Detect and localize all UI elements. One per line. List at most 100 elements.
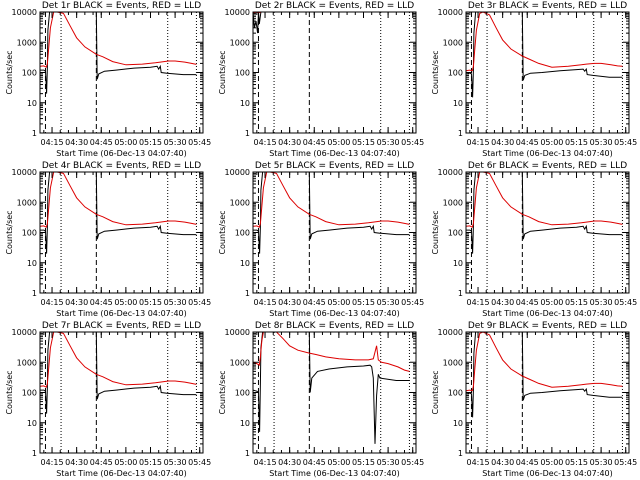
panel-det-2: Det 2r BLACK = Events, RED = LLD Counts/s… (218, 1, 424, 158)
plot-frame (252, 331, 417, 454)
x-tick-label: 04:45 (516, 138, 539, 147)
panel-det-7: Det 7r BLACK = Events, RED = LLD Counts/s… (5, 321, 211, 478)
series-lld (39, 11, 197, 68)
y-tick-label: 100 (448, 389, 463, 398)
x-tick-label: 04:15 (467, 138, 490, 147)
x-tick-label: 05:00 (327, 298, 350, 307)
x-tick-label: 05:15 (352, 298, 375, 307)
x-tick-label: 04:30 (65, 458, 88, 467)
y-tick-label: 1000 (17, 358, 37, 367)
x-axis-label: Start Time (06-Dec-13 04:07:40) (56, 469, 187, 478)
y-tick-label: 10000 (225, 168, 250, 177)
y-tick-label: 10000 (438, 8, 463, 17)
y-tick-label: 10 (453, 419, 463, 428)
x-tick-label: 05:30 (164, 458, 187, 467)
x-axis-label: Start Time (06-Dec-13 04:07:40) (56, 149, 187, 158)
x-tick-label: 04:45 (90, 458, 113, 467)
x-tick-label: 05:00 (327, 138, 350, 147)
x-tick-label: 04:15 (41, 298, 64, 307)
y-tick-label: 10000 (12, 8, 37, 17)
y-tick-label: 10 (453, 99, 463, 108)
x-tick-label: 04:15 (254, 298, 277, 307)
x-axis-label: Start Time (06-Dec-13 04:07:40) (482, 309, 613, 318)
x-tick-label: 05:00 (540, 138, 563, 147)
x-tick-label: 05:30 (164, 298, 187, 307)
y-tick-label: 1000 (443, 198, 463, 207)
y-tick-label: 1 (245, 449, 250, 458)
y-tick-label: 1000 (230, 198, 250, 207)
panel-title: Det 4r BLACK = Events, RED = LLD (42, 161, 201, 171)
x-tick-label: 05:15 (139, 458, 162, 467)
panel-title: Det 9r BLACK = Events, RED = LLD (468, 321, 627, 331)
x-tick-label: 04:45 (303, 298, 326, 307)
series-events (40, 331, 197, 414)
x-tick-label: 04:30 (491, 298, 514, 307)
series-lld (39, 171, 197, 228)
y-tick-label: 100 (235, 69, 250, 78)
x-tick-label: 05:00 (114, 298, 137, 307)
x-axis-label: Start Time (06-Dec-13 04:07:40) (482, 149, 613, 158)
x-tick-label: 05:45 (401, 138, 424, 147)
x-tick-label: 04:30 (278, 458, 301, 467)
panel-title: Det 8r BLACK = Events, RED = LLD (255, 321, 414, 331)
series-events (465, 331, 623, 418)
y-tick-label: 1 (32, 289, 37, 298)
series-lld (465, 171, 623, 228)
y-tick-label: 100 (448, 229, 463, 238)
y-axis-label: Counts/sec (5, 50, 14, 94)
y-tick-label: 100 (235, 389, 250, 398)
y-tick-label: 10 (27, 99, 37, 108)
x-tick-label: 04:15 (254, 458, 277, 467)
x-tick-label: 05:30 (377, 298, 400, 307)
x-tick-label: 05:45 (401, 298, 424, 307)
y-tick-label: 10000 (225, 8, 250, 17)
series-events (466, 171, 623, 254)
x-tick-label: 05:15 (565, 138, 588, 147)
x-tick-label: 05:30 (164, 138, 187, 147)
panel-title: Det 1r BLACK = Events, RED = LLD (42, 1, 201, 11)
x-tick-label: 04:30 (491, 458, 514, 467)
x-tick-label: 05:30 (377, 138, 400, 147)
series-events (252, 331, 410, 444)
plot-frame (465, 11, 630, 134)
series-lld (252, 331, 410, 372)
y-tick-label: 1000 (17, 198, 37, 207)
series-lld (465, 331, 623, 392)
y-tick-label: 1 (458, 289, 463, 298)
y-tick-label: 1 (32, 449, 37, 458)
y-tick-label: 10 (240, 419, 250, 428)
x-tick-label: 05:45 (188, 138, 211, 147)
series-lld (465, 11, 623, 72)
y-tick-label: 10000 (438, 328, 463, 337)
x-tick-label: 05:00 (540, 458, 563, 467)
x-tick-label: 04:45 (90, 138, 113, 147)
x-tick-label: 05:15 (139, 138, 162, 147)
panel-title: Det 2r BLACK = Events, RED = LLD (255, 1, 414, 11)
y-tick-label: 1 (245, 129, 250, 138)
y-tick-label: 10 (240, 259, 250, 268)
x-tick-label: 04:15 (467, 298, 490, 307)
y-tick-label: 1 (32, 129, 37, 138)
panel-det-6: Det 6r BLACK = Events, RED = LLD Counts/s… (431, 161, 637, 318)
y-tick-label: 100 (22, 69, 37, 78)
y-tick-label: 10000 (225, 328, 250, 337)
x-tick-label: 04:15 (41, 458, 64, 467)
panel-det-3: Det 3r BLACK = Events, RED = LLD Counts/s… (431, 1, 637, 158)
x-tick-label: 04:30 (65, 298, 88, 307)
x-tick-label: 05:30 (590, 298, 613, 307)
x-tick-label: 05:45 (188, 458, 211, 467)
panel-title: Det 6r BLACK = Events, RED = LLD (468, 161, 627, 171)
x-tick-label: 05:30 (377, 458, 400, 467)
plot-frame (39, 11, 204, 134)
panel-det-4: Det 4r BLACK = Events, RED = LLD Counts/s… (5, 161, 211, 318)
series-lld (252, 171, 410, 228)
x-tick-label: 05:15 (565, 458, 588, 467)
x-tick-label: 04:30 (65, 138, 88, 147)
x-tick-label: 04:45 (516, 298, 539, 307)
y-tick-label: 1 (245, 289, 250, 298)
plot-frame (465, 331, 630, 454)
y-tick-label: 100 (235, 229, 250, 238)
panel-title: Det 7r BLACK = Events, RED = LLD (42, 321, 201, 331)
y-tick-label: 100 (22, 229, 37, 238)
